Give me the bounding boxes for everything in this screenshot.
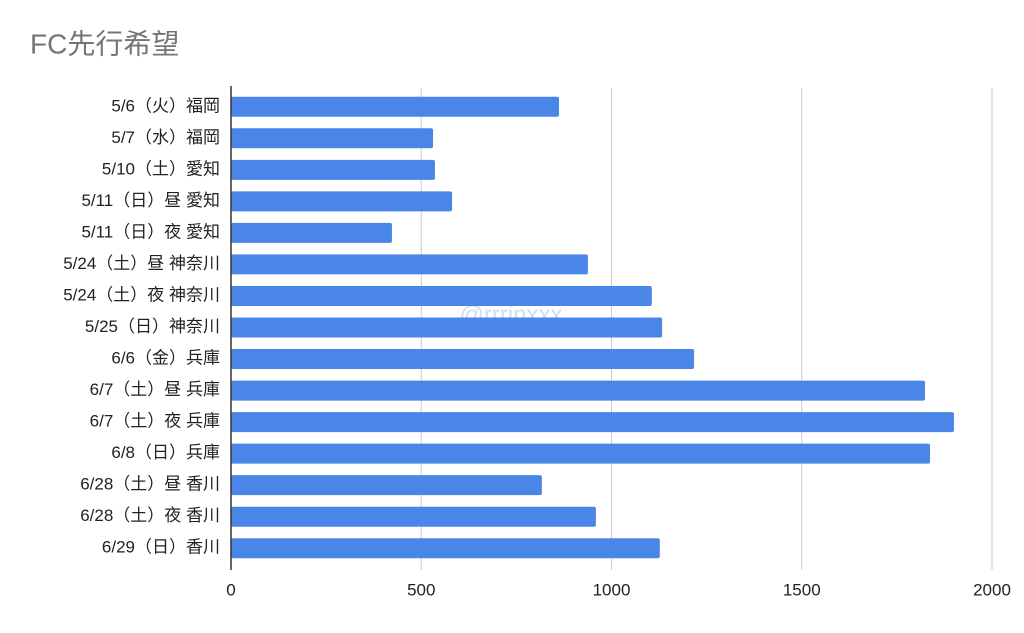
y-tick-label: 6/8（日）兵庫	[111, 443, 220, 462]
y-tick-label: 6/7（土）昼 兵庫	[90, 380, 220, 399]
bar	[231, 349, 695, 370]
y-tick-label: 5/7（水）福岡	[111, 128, 220, 147]
y-tick-label: 6/28（土）昼 香川	[80, 475, 220, 494]
bar	[231, 506, 596, 527]
y-tick-label: 5/11（日）昼 愛知	[81, 191, 220, 210]
y-tick-label: 6/28（土）夜 香川	[80, 506, 220, 525]
bar	[231, 159, 435, 180]
x-tick-label: 1500	[783, 580, 821, 599]
bar	[231, 222, 392, 243]
x-tick-label: 0	[226, 580, 235, 599]
x-tick-label: 1000	[593, 580, 631, 599]
y-tick-label: 5/10（土）愛知	[102, 159, 220, 178]
y-tick-label: 6/7（土）夜 兵庫	[90, 412, 220, 431]
y-tick-label: 5/25（日）神奈川	[85, 317, 220, 336]
bar	[231, 191, 453, 212]
bar	[231, 317, 663, 338]
y-tick-label: 6/6（金）兵庫	[111, 349, 220, 368]
bar	[231, 128, 434, 149]
bar	[231, 254, 588, 275]
x-tick-label: 500	[407, 580, 435, 599]
bar	[231, 443, 930, 464]
bar	[231, 412, 954, 433]
x-tick-label: 2000	[973, 580, 1011, 599]
y-tick-label: 5/24（土）昼 神奈川	[63, 254, 220, 273]
y-tick-label: 6/29（日）香川	[102, 538, 220, 557]
bar	[231, 285, 652, 306]
bar	[231, 475, 542, 496]
chart-title: FC先行希望	[30, 28, 179, 59]
y-tick-label: 5/24（土）夜 神奈川	[63, 285, 220, 304]
bar	[231, 538, 660, 559]
bar	[231, 96, 559, 117]
y-tick-label: 5/6（火）福岡	[111, 96, 220, 115]
bar	[231, 380, 926, 401]
y-tick-label: 5/11（日）夜 愛知	[81, 222, 220, 241]
